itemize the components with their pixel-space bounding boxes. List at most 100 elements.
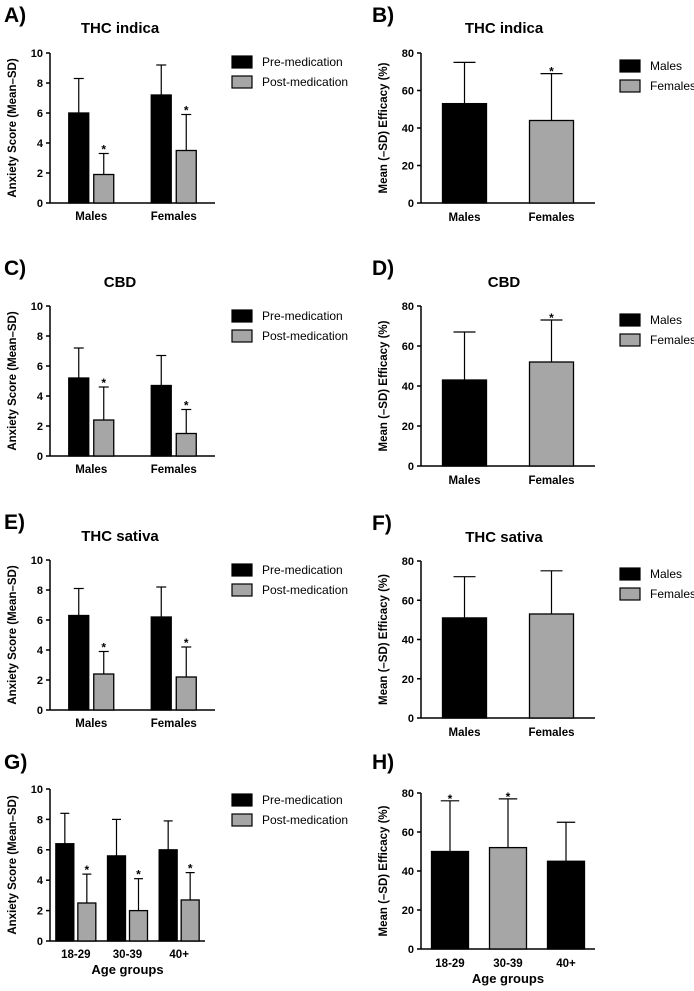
bar: [528, 361, 575, 467]
significance-marker: *: [101, 143, 106, 157]
bar-post-medication: [93, 673, 115, 711]
legend-swatch: [231, 55, 253, 69]
y-tick-label: 40: [402, 866, 414, 878]
bar-pre-medication: [68, 614, 90, 711]
y-tick-label: 10: [31, 48, 43, 60]
legend-label: Post-medication: [262, 329, 348, 343]
y-tick-label: 2: [37, 906, 43, 918]
significance-marker: *: [184, 399, 189, 413]
y-tick-label: 20: [402, 161, 414, 173]
y-tick-label: 8: [37, 585, 43, 597]
y-tick-label: 80: [402, 301, 414, 313]
panel-letter: E): [4, 511, 25, 534]
legend-swatch: [231, 309, 253, 323]
bar: [441, 617, 488, 719]
legend-swatch: [619, 59, 641, 73]
legend-swatch: [231, 793, 253, 807]
y-axis-label: Anxiety Score (Mean–SD): [7, 565, 19, 704]
chart-title: THC indica: [81, 20, 160, 37]
x-tick-label: Males: [449, 475, 481, 487]
y-tick-label: 4: [37, 645, 44, 657]
bar-pre-medication: [68, 112, 90, 204]
x-tick-label: Females: [151, 211, 197, 223]
bar: [528, 119, 575, 204]
y-axis-label: Mean (–SD) Efficacy (%): [378, 320, 390, 451]
x-tick-label: 18-29: [435, 958, 464, 970]
y-tick-label: 2: [37, 168, 43, 180]
legend-swatch: [619, 567, 641, 581]
panel-8: H) Mean (–SD) Efficacy (%) 0 20 40 60 80 * 18-29…: [372, 751, 595, 986]
significance-marker: *: [188, 862, 193, 876]
y-tick-label: 60: [402, 341, 414, 353]
panel-letter: G): [4, 751, 27, 774]
x-tick-label: Males: [75, 211, 107, 223]
y-tick-label: 6: [37, 108, 43, 120]
bar-pre-medication: [150, 94, 172, 204]
panel-6: F) THC sativa Mean (–SD) Efficacy (%) 0 20 40…: [372, 512, 694, 739]
significance-marker: *: [184, 104, 189, 118]
x-tick-label: 18-29: [61, 949, 90, 961]
y-axis-label: Anxiety Score (Mean–SD): [7, 58, 19, 197]
y-axis-label: Mean (–SD) Efficacy (%): [378, 574, 390, 705]
bar: [528, 613, 575, 719]
significance-marker: *: [101, 641, 106, 655]
y-tick-label: 20: [402, 905, 414, 917]
y-tick-label: 60: [402, 86, 414, 98]
panel-letter: D): [372, 257, 394, 280]
significance-marker: *: [549, 311, 554, 325]
y-tick-label: 20: [402, 674, 414, 686]
y-tick-label: 60: [402, 595, 414, 607]
y-tick-label: 4: [37, 138, 44, 150]
y-tick-label: 10: [31, 555, 43, 567]
y-tick-label: 0: [408, 198, 414, 210]
y-tick-label: 40: [402, 123, 414, 135]
bar-post-medication: [77, 902, 97, 942]
x-tick-label: 40+: [556, 958, 576, 970]
legend-swatch: [619, 313, 641, 327]
x-tick-label: Females: [528, 212, 574, 224]
y-tick-label: 80: [402, 48, 414, 60]
legend-label: Post-medication: [262, 813, 348, 827]
y-tick-label: 0: [37, 451, 43, 463]
y-tick-label: 6: [37, 615, 43, 627]
significance-marker: *: [448, 792, 453, 806]
y-tick-label: 10: [31, 301, 43, 313]
panel-1: A) THC indica Anxiety Score (Mean–SD) 0 2 4 6 8…: [4, 4, 348, 223]
x-tick-label: 30-39: [493, 958, 522, 970]
legend-label: Males: [650, 313, 682, 327]
significance-marker: *: [136, 868, 141, 882]
bar-post-medication: [180, 899, 200, 942]
y-tick-label: 80: [402, 556, 414, 568]
legend-label: Pre-medication: [262, 563, 343, 577]
bar: [441, 102, 488, 204]
legend-swatch: [231, 563, 253, 577]
y-tick-label: 8: [37, 331, 43, 343]
y-tick-label: 6: [37, 845, 43, 857]
x-tick-label: Males: [449, 212, 481, 224]
y-tick-label: 0: [37, 705, 43, 717]
y-tick-label: 4: [37, 875, 44, 887]
legend-swatch: [619, 79, 641, 93]
panel-2: B) THC indica Mean (–SD) Efficacy (%) 0 20 40…: [372, 4, 694, 224]
y-tick-label: 60: [402, 827, 414, 839]
chart-title: CBD: [104, 274, 137, 291]
y-tick-label: 8: [37, 78, 43, 90]
x-tick-label: 40+: [169, 949, 189, 961]
bar: [488, 846, 528, 950]
y-tick-label: 0: [408, 944, 414, 956]
x-axis-label: Age groups: [472, 971, 544, 986]
significance-marker: *: [84, 863, 89, 877]
bar-post-medication: [128, 909, 149, 942]
legend-swatch: [231, 75, 253, 89]
y-axis-label: Mean (–SD) Efficacy (%): [378, 805, 390, 936]
x-tick-label: 30-39: [113, 949, 142, 961]
panel-letter: C): [4, 257, 26, 280]
y-tick-label: 0: [408, 461, 414, 473]
panel-7: G) Anxiety Score (Mean–SD) 0 2 4 6 8 10 * 18-29 * 3…: [4, 751, 348, 977]
x-tick-label: Females: [528, 475, 574, 487]
legend-swatch: [231, 329, 253, 343]
legend-label: Post-medication: [262, 583, 348, 597]
y-tick-label: 80: [402, 788, 414, 800]
legend-label: Females: [650, 333, 694, 347]
